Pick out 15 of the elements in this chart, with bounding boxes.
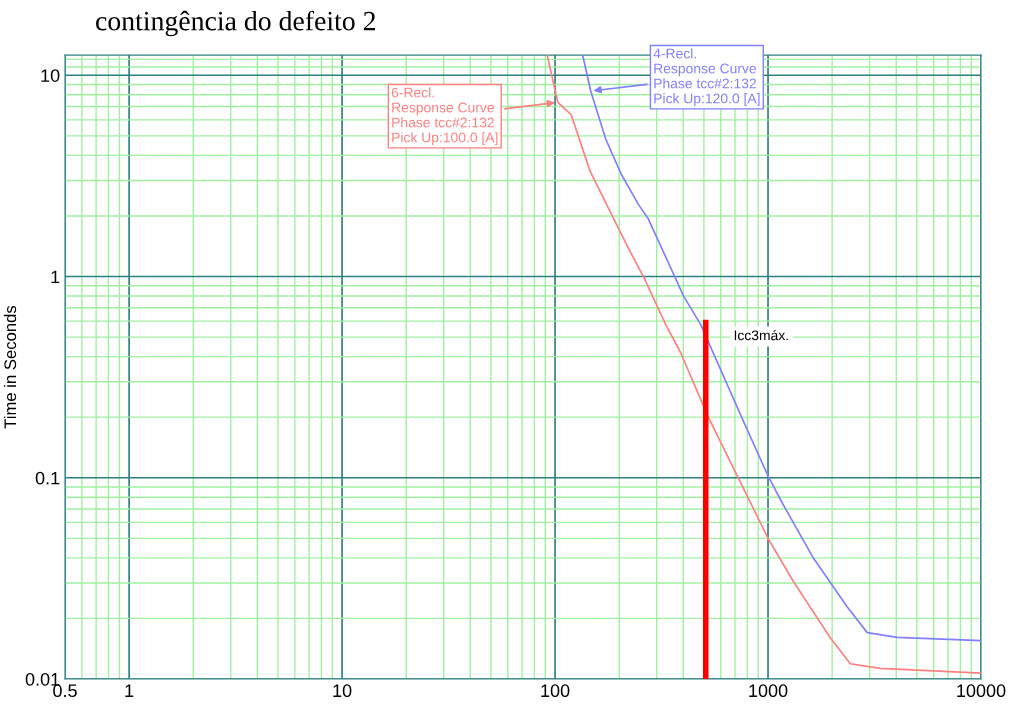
annotation: 6-Recl. Response Curve Phase tcc#2:132 Pick Up:100.0 [A]	[391, 87, 498, 146]
y-axis-title: Time in Seconds	[3, 305, 17, 429]
x-tick-label: 10	[333, 684, 352, 698]
x-tick-label: 0.5	[53, 684, 77, 698]
x-tick-label: 1	[125, 684, 134, 697]
annotation: 4-Recl. Response Curve Phase tcc#2:132 Pick Up:120.0 [A]	[653, 48, 760, 107]
x-tick-label: 100	[541, 684, 570, 698]
y-tick-label: 0.01	[25, 672, 60, 686]
annotation: Icc3máx.	[734, 329, 788, 341]
chart-title: contingência do defeito 2	[96, 10, 375, 37]
x-tick-label: 1000	[749, 684, 788, 698]
x-tick-label: 10000	[957, 684, 1006, 698]
y-tick-label: 1	[51, 270, 60, 284]
y-tick-label: 0.1	[35, 471, 60, 485]
y-tick-label: 10	[41, 69, 60, 82]
